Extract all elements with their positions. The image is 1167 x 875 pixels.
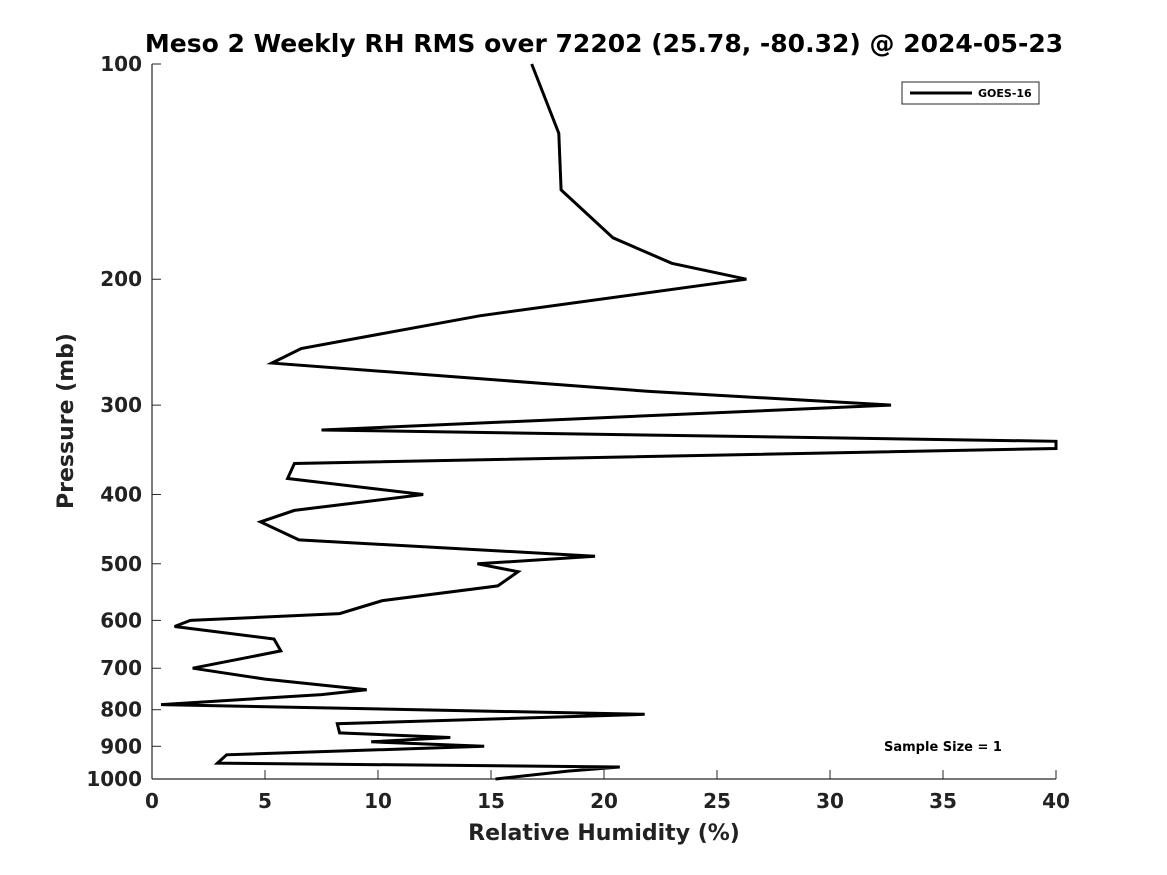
y-tick-label: 300 [100,393,142,417]
x-tick-label: 0 [145,789,159,813]
x-tick-label: 25 [703,789,731,813]
y-tick-label: 1000 [86,767,142,791]
legend: GOES-16 [901,81,1040,105]
x-tick-label: 30 [816,789,844,813]
x-axis-label: Relative Humidity (%) [468,821,740,846]
y-axis-label: Pressure (mb) [54,333,79,509]
y-ticks: 100 200 300 400 500 600 700 800 900 1000 [86,52,161,791]
x-tick-label: 40 [1042,789,1070,813]
series-line-goes-16 [160,63,1058,781]
y-tick-label: 500 [100,552,142,576]
x-tick-label: 20 [590,789,618,813]
x-tick-label: 5 [258,789,272,813]
legend-label: GOES-16 [978,87,1032,100]
x-tick-label: 35 [929,789,957,813]
x-tick-label: 10 [364,789,392,813]
y-tick-label: 200 [100,267,142,291]
sample-size-note: Sample Size = 1 [884,740,1002,755]
y-tick-label: 100 [100,52,142,76]
x-tick-label: 15 [477,789,505,813]
y-tick-label: 700 [100,656,142,680]
y-tick-label: 400 [100,482,142,506]
y-tick-label: 800 [100,698,142,722]
chart-title: Meso 2 Weekly RH RMS over 72202 (25.78, … [145,29,1063,58]
y-tick-label: 600 [100,608,142,632]
x-ticks: 0 5 10 15 20 25 30 35 40 [145,770,1070,813]
y-tick-label: 900 [100,734,142,758]
